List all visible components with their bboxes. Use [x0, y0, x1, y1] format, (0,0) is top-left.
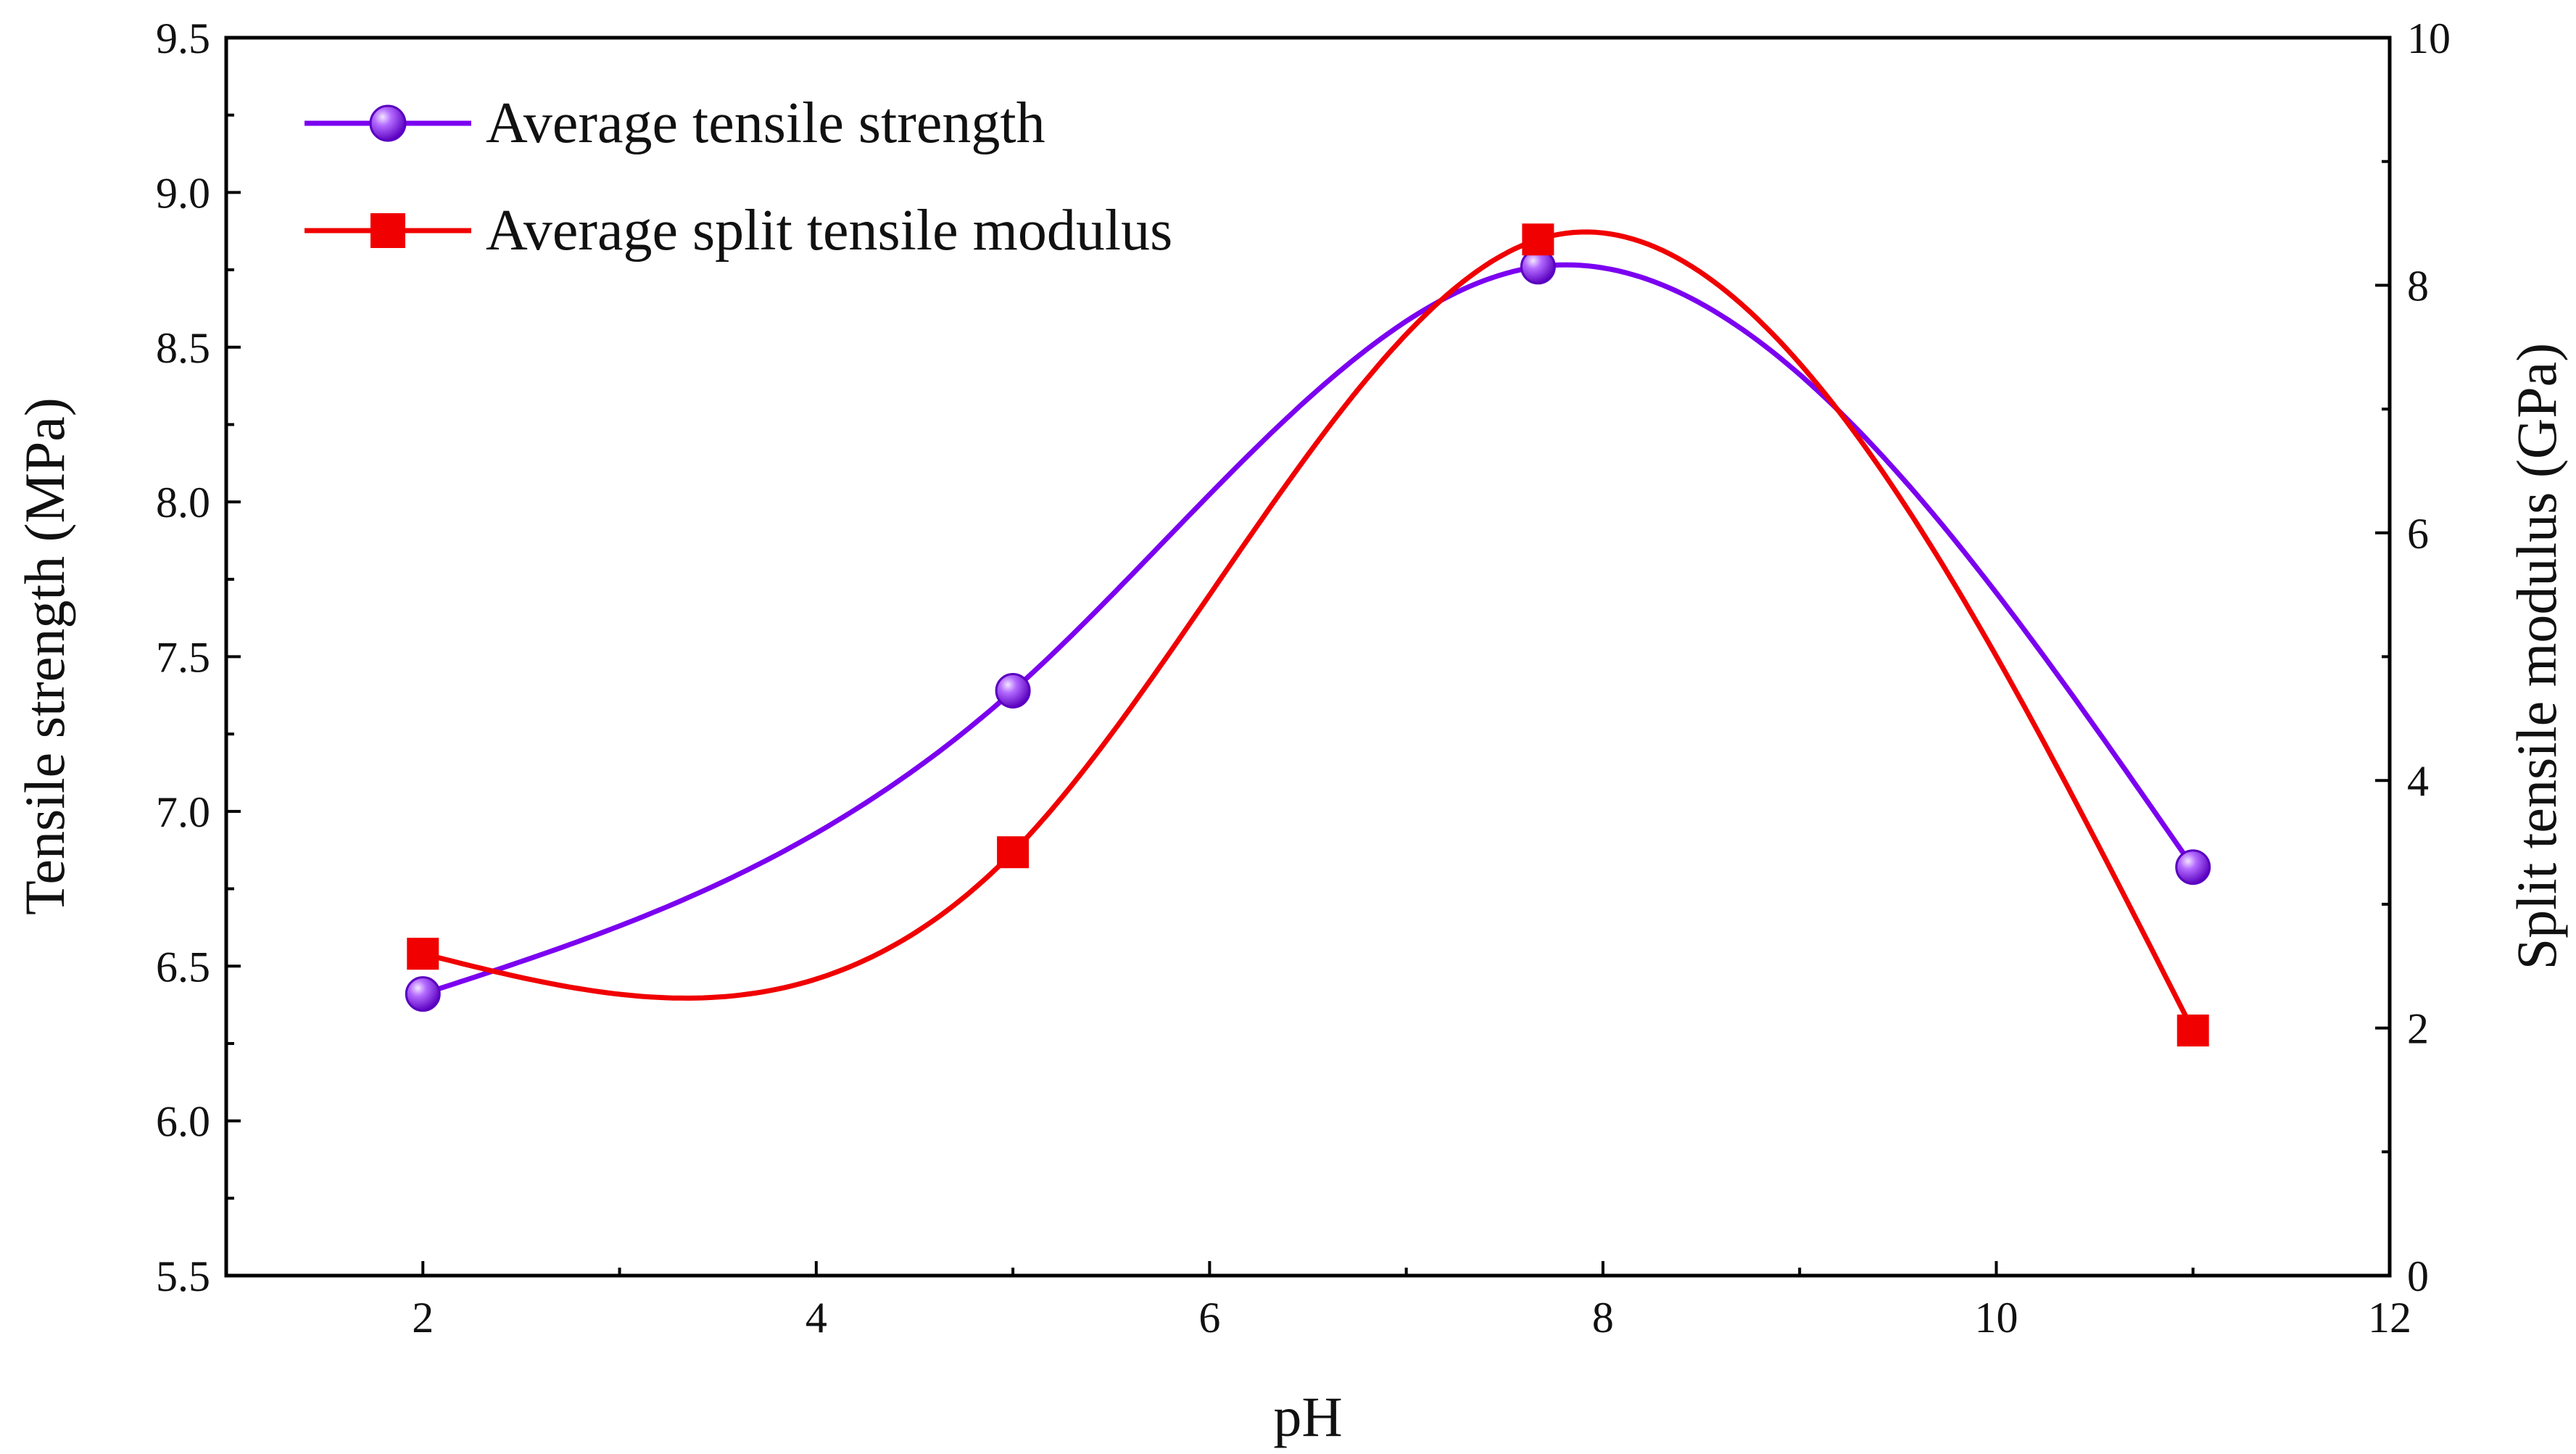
legend-label-tensile-strength: Average tensile strength: [486, 91, 1045, 155]
y-tick-label: 9.5: [156, 15, 210, 62]
legend-item-tensile-strength: Average tensile strength: [305, 91, 1045, 155]
y-axis-title: Tensile strength (MPa): [13, 397, 76, 915]
legend-label-split-tensile-modulus: Average split tensile modulus: [486, 199, 1172, 263]
y2-tick-label: 8: [2407, 262, 2429, 310]
x-tick-label: 2: [412, 1294, 434, 1342]
legend-marker-circle-icon: [369, 104, 407, 142]
y-tick-label: 6.5: [156, 943, 210, 991]
x-tick-label: 10: [1974, 1294, 2018, 1342]
series-layer: [405, 223, 2211, 1047]
x-tick-label: 12: [2368, 1294, 2411, 1342]
plot-frame: [224, 36, 2392, 1278]
tick-labels: 2 4 6 8 10 12 5.5 6.0 6.5 7.0 7.5 8.0 8.5 9.0 9.5 0 2 4 6 8…: [156, 15, 2451, 1342]
y2-tick-label: 6: [2407, 510, 2429, 558]
series-line-tensile-strength: [422, 262, 2195, 997]
y2-axis-title: Split tensile modulus (GPa): [2505, 343, 2568, 970]
y-tick-label: 6.0: [156, 1098, 210, 1146]
data-point-split-tensile-modulus: [997, 836, 1030, 869]
y2-tick-label: 2: [2407, 1005, 2429, 1053]
data-point-split-tensile-modulus: [407, 938, 439, 970]
data-point-tensile-strength: [405, 976, 441, 1012]
y-tick-label: 8.0: [156, 479, 210, 526]
x-axis-title: pH: [1273, 1385, 1342, 1448]
y-tick-label: 9.0: [156, 169, 210, 217]
y-tick-label: 7.0: [156, 788, 210, 836]
y-tick-label: 8.5: [156, 324, 210, 372]
data-point-tensile-strength: [2175, 849, 2211, 885]
y-tick-label: 7.5: [156, 634, 210, 682]
data-point-tensile-strength: [995, 672, 1031, 709]
data-point-split-tensile-modulus: [1522, 223, 1554, 256]
x-tick-label: 8: [1592, 1294, 1614, 1342]
x-tick-label: 4: [805, 1294, 827, 1342]
series-line-split-tensile-modulus: [422, 229, 2195, 1032]
y2-tick-label: 4: [2407, 757, 2429, 805]
y2-tick-label: 0: [2407, 1252, 2429, 1300]
legend-item-split-tensile-modulus: Average split tensile modulus: [305, 199, 1172, 263]
y-tick-label: 5.5: [156, 1252, 210, 1300]
legend-marker-square-icon: [370, 213, 405, 248]
legend: Average tensile strength Average split t…: [305, 91, 1172, 263]
data-point-split-tensile-modulus: [2177, 1015, 2209, 1047]
y2-tick-label: 10: [2407, 15, 2451, 62]
x-tick-label: 6: [1198, 1294, 1220, 1342]
